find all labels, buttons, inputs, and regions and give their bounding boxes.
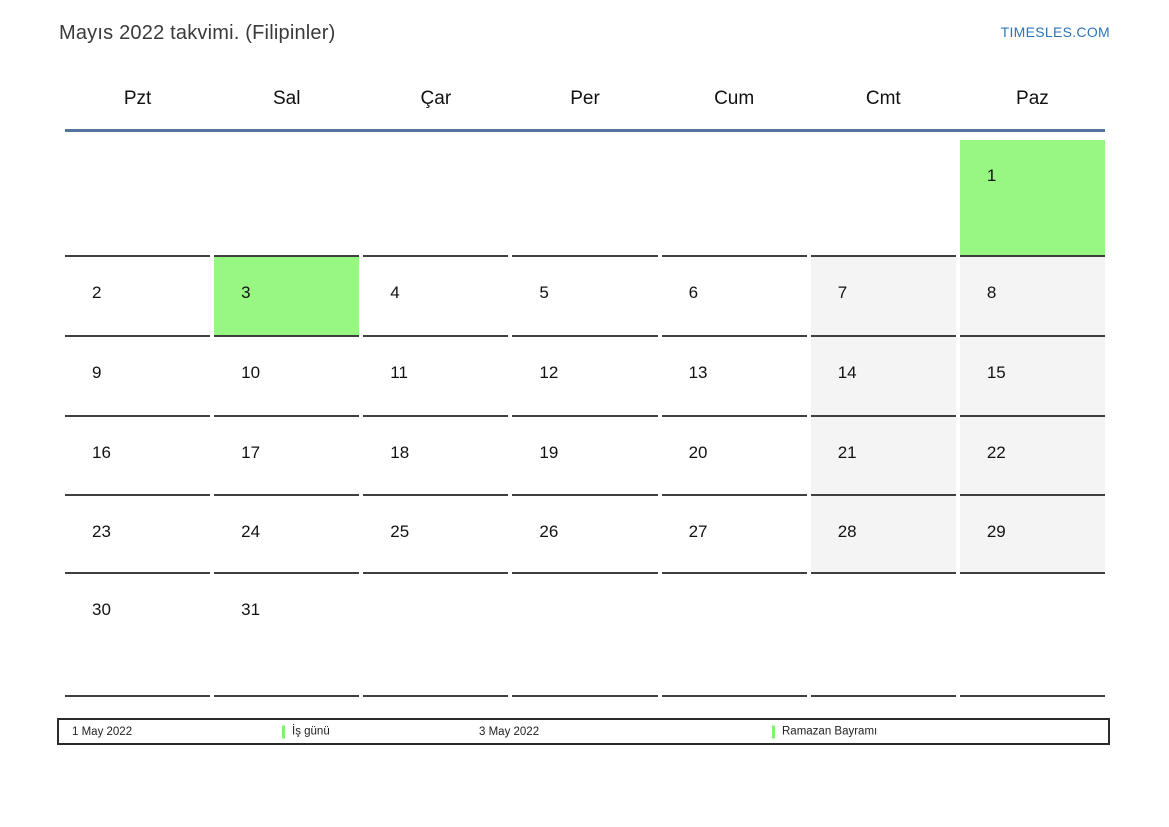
day-number: 26 bbox=[539, 522, 559, 541]
day-cell-16: 16 bbox=[65, 417, 211, 496]
day-cell-20: 20 bbox=[661, 417, 807, 496]
day-cell-9: 9 bbox=[65, 337, 211, 417]
day-number: 19 bbox=[539, 443, 559, 462]
day-cell-7: 7 bbox=[810, 257, 956, 337]
day-number: 20 bbox=[688, 443, 708, 462]
day-cell-26: 26 bbox=[512, 496, 658, 574]
day-number: 2 bbox=[92, 283, 102, 302]
day-number: 29 bbox=[986, 522, 1006, 541]
day-cell-8: 8 bbox=[959, 257, 1105, 337]
holiday-marker-icon bbox=[772, 725, 775, 738]
day-cell-3: 3 bbox=[214, 257, 360, 337]
legend-bar: 1 May 2022 İş günü 3 May 2022 Ramazan Ba… bbox=[57, 718, 1110, 745]
day-number: 5 bbox=[539, 283, 549, 302]
day-cell-24: 24 bbox=[214, 496, 360, 574]
day-cell-28: 28 bbox=[810, 496, 956, 574]
day-cell-6: 6 bbox=[661, 257, 807, 337]
day-cell-12: 12 bbox=[512, 337, 658, 417]
legend-entry-ramazan-label: Ramazan Bayramı bbox=[782, 725, 878, 738]
page-title: Mayıs 2022 takvimi. (Filipinler) bbox=[59, 22, 336, 44]
day-cell-2: 2 bbox=[65, 257, 211, 337]
day-number: 14 bbox=[837, 363, 857, 382]
legend-entry-ramazan: Ramazan Bayramı bbox=[772, 725, 877, 738]
day-number: 9 bbox=[92, 363, 102, 382]
day-cell-14: 14 bbox=[810, 337, 956, 417]
day-number: 10 bbox=[241, 363, 261, 382]
day-number: 8 bbox=[986, 283, 997, 302]
day-cell-empty bbox=[661, 140, 807, 257]
day-cell-11: 11 bbox=[363, 337, 509, 417]
day-cell-13: 13 bbox=[661, 337, 807, 417]
day-cell-1: 1 bbox=[959, 140, 1105, 257]
day-number: 1 bbox=[986, 166, 997, 185]
weekday-header-row: Pzt Sal Çar Per Cum Cmt Paz bbox=[65, 86, 1105, 112]
header-separator-line bbox=[65, 129, 1105, 132]
day-cell-30: 30 bbox=[65, 574, 211, 697]
calendar-grid: 1 2 3 4 5 6 7 8 9 10 11 12 13 14 15 16 17 18 19 20 21 22 23 24 2… bbox=[65, 140, 1105, 697]
day-cell-empty bbox=[363, 574, 509, 697]
weekday-label-paz: Paz bbox=[1016, 88, 1049, 109]
day-cell-5: 5 bbox=[512, 257, 658, 337]
legend-date-2: 3 May 2022 bbox=[479, 725, 540, 738]
legend-date-1: 1 May 2022 bbox=[72, 725, 133, 738]
day-cell-23: 23 bbox=[65, 496, 211, 574]
day-number: 23 bbox=[92, 522, 111, 541]
day-number: 7 bbox=[837, 283, 848, 302]
weekday-label-sal: Sal bbox=[272, 88, 301, 109]
day-cell-empty bbox=[214, 140, 360, 257]
day-cell-empty bbox=[959, 574, 1105, 697]
legend-entry-workday-label: İş günü bbox=[292, 725, 330, 738]
day-cell-4: 4 bbox=[363, 257, 509, 337]
weekday-label-per: Per bbox=[570, 88, 600, 109]
weekday-label-pzt: Pzt bbox=[123, 88, 152, 109]
day-number: 21 bbox=[837, 443, 857, 462]
day-number: 3 bbox=[241, 283, 251, 302]
legend-entry-workday: İş günü bbox=[282, 725, 330, 738]
holiday-marker-icon bbox=[282, 725, 285, 738]
weekday-label-cum: Cum bbox=[714, 88, 755, 109]
day-number: 11 bbox=[390, 363, 408, 382]
weekday-label-cmt: Cmt bbox=[865, 88, 901, 109]
day-number: 16 bbox=[92, 443, 111, 462]
day-number: 6 bbox=[688, 283, 699, 302]
day-number: 15 bbox=[986, 363, 1006, 382]
day-cell-empty bbox=[810, 574, 956, 697]
day-cell-empty bbox=[512, 574, 658, 697]
day-cell-25: 25 bbox=[363, 496, 509, 574]
day-cell-19: 19 bbox=[512, 417, 658, 496]
day-number: 17 bbox=[241, 443, 261, 462]
day-number: 25 bbox=[390, 522, 410, 541]
day-number: 13 bbox=[688, 363, 708, 382]
day-number: 24 bbox=[241, 522, 261, 541]
day-cell-15: 15 bbox=[959, 337, 1105, 417]
day-cell-31: 31 bbox=[214, 574, 360, 697]
day-cell-empty bbox=[512, 140, 658, 257]
day-cell-17: 17 bbox=[214, 417, 360, 496]
day-cell-18: 18 bbox=[363, 417, 509, 496]
day-cell-22: 22 bbox=[959, 417, 1105, 496]
day-cell-21: 21 bbox=[810, 417, 956, 496]
day-cell-27: 27 bbox=[661, 496, 807, 574]
day-number: 27 bbox=[688, 522, 708, 541]
day-cell-empty bbox=[810, 140, 956, 257]
day-number: 28 bbox=[837, 522, 857, 541]
day-cell-empty bbox=[363, 140, 509, 257]
day-number: 30 bbox=[92, 600, 111, 619]
weekday-label-ar: Çar bbox=[420, 88, 452, 109]
day-number: 4 bbox=[390, 283, 400, 302]
day-cell-empty bbox=[661, 574, 807, 697]
day-number: 12 bbox=[539, 363, 559, 382]
day-cell-29: 29 bbox=[959, 496, 1105, 574]
day-cell-empty bbox=[65, 140, 211, 257]
day-number: 22 bbox=[986, 443, 1006, 462]
brand-link[interactable]: TIMESLES.COM bbox=[1000, 24, 1110, 40]
day-cell-10: 10 bbox=[214, 337, 360, 417]
day-number: 18 bbox=[390, 443, 410, 462]
day-number: 31 bbox=[241, 600, 261, 619]
